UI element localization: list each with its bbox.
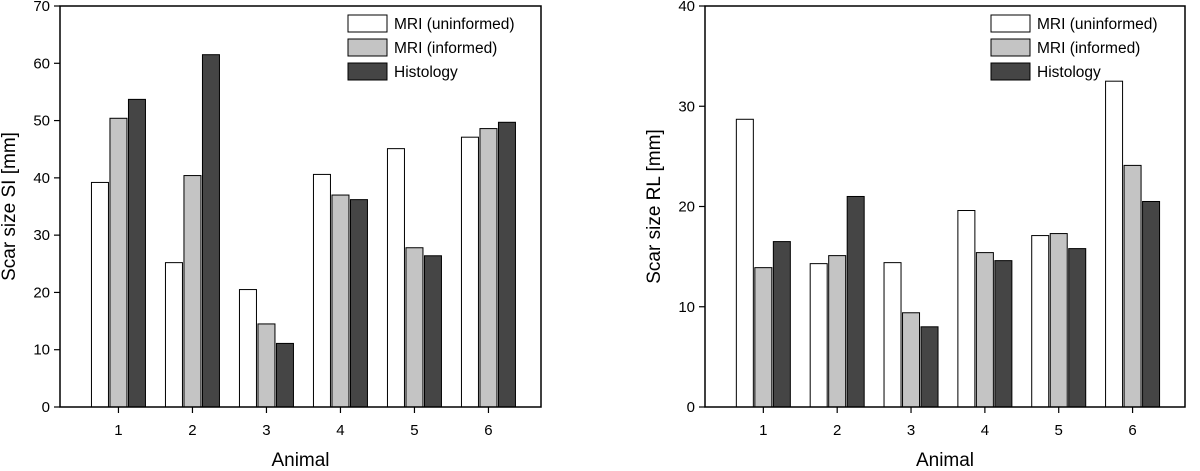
bar-mri-informed-4 <box>975 252 994 408</box>
bar-histology-2 <box>846 195 865 408</box>
y-axis-title: Scar size SI [mm] <box>0 132 20 281</box>
x-tick-label: 3 <box>907 422 915 439</box>
bar-histology-2 <box>201 54 220 408</box>
bar-mri-uninformed-2 <box>164 262 183 408</box>
bar-histology-4 <box>994 260 1013 408</box>
bar-mri-uninformed-5 <box>386 148 405 408</box>
x-tick-label: 6 <box>484 422 492 439</box>
bar-histology-4 <box>349 199 368 408</box>
y-tick-label: 10 <box>678 299 695 316</box>
legend-swatch <box>990 62 1031 81</box>
x-axis-title: Animal <box>916 450 974 471</box>
bar-mri-uninformed-6 <box>1105 80 1124 408</box>
bar-mri-uninformed-5 <box>1031 235 1050 408</box>
bar-histology-6 <box>497 121 516 408</box>
legend-label: Histology <box>1037 64 1101 81</box>
bar-histology-5 <box>1068 248 1087 408</box>
legend-swatch <box>990 14 1031 33</box>
chart-scar-size-si: 0 10 20 30 40 50 60 70 1 2 3 4 5 6 Animal Scar size SI … <box>0 0 542 471</box>
bar-mri-uninformed-4 <box>312 173 331 408</box>
legend: MRI (uninformed) MRI (informed) Histology <box>990 14 1158 81</box>
legend-swatch <box>347 14 388 33</box>
bar-histology-5 <box>423 255 442 408</box>
y-tick-label: 10 <box>33 342 50 359</box>
bar-mri-uninformed-3 <box>238 289 257 408</box>
x-tick-label: 1 <box>114 422 122 439</box>
bar-mri-informed-2 <box>828 255 847 408</box>
y-axis-title: Scar size RL [mm] <box>644 129 665 284</box>
bar-mri-informed-1 <box>754 267 773 408</box>
bar-mri-uninformed-3 <box>883 262 902 408</box>
y-tick-label: 40 <box>678 0 695 15</box>
y-tick-label: 30 <box>678 98 695 115</box>
bar-mri-uninformed-1 <box>90 181 109 408</box>
y-tick-label: 70 <box>33 0 50 15</box>
chart-scar-size-rl: 0 10 20 30 40 1 2 3 4 5 6 Animal Scar size RL [mm] MR… <box>644 0 1186 471</box>
y-tick-label: 40 <box>33 170 50 187</box>
plot-frame <box>704 5 1186 408</box>
x-axis-title: Animal <box>271 450 329 471</box>
legend-label: Histology <box>394 64 458 81</box>
x-tick-label: 5 <box>1055 422 1063 439</box>
x-tick-label: 5 <box>410 422 418 439</box>
bar-mri-informed-2 <box>183 175 202 408</box>
bar-histology-3 <box>920 326 939 408</box>
bar-mri-informed-5 <box>405 247 424 408</box>
y-tick-label: 50 <box>33 113 50 130</box>
bar-mri-informed-3 <box>257 323 276 408</box>
legend-label: MRI (informed) <box>1037 40 1140 57</box>
y-tick-label: 0 <box>42 399 50 416</box>
x-tick-label: 2 <box>833 422 841 439</box>
bar-mri-uninformed-1 <box>735 118 754 408</box>
legend-label: MRI (uninformed) <box>1037 16 1158 33</box>
bar-mri-uninformed-4 <box>957 210 976 408</box>
legend: MRI (uninformed) MRI (informed) Histology <box>347 14 515 81</box>
x-tick-label: 1 <box>759 422 767 439</box>
legend-swatch <box>990 38 1031 57</box>
bar-mri-informed-6 <box>479 128 498 408</box>
x-tick-label: 6 <box>1128 422 1136 439</box>
y-tick-label: 30 <box>33 227 50 244</box>
bar-mri-informed-4 <box>331 194 350 408</box>
bar-mri-uninformed-2 <box>809 263 828 408</box>
bar-histology-6 <box>1142 200 1161 408</box>
bar-histology-1 <box>127 98 146 408</box>
bar-histology-3 <box>275 342 294 408</box>
bar-mri-uninformed-6 <box>460 136 479 408</box>
y-tick-label: 0 <box>687 399 695 416</box>
x-tick-label: 4 <box>981 422 989 439</box>
plot-frame <box>59 5 542 408</box>
bar-mri-informed-6 <box>1123 164 1142 408</box>
legend-swatch <box>347 62 388 81</box>
y-tick-label: 60 <box>33 55 50 72</box>
x-tick-label: 4 <box>336 422 344 439</box>
bar-mri-informed-3 <box>902 312 921 408</box>
legend-label: MRI (informed) <box>394 40 497 57</box>
bar-histology-1 <box>772 241 791 408</box>
bar-mri-informed-1 <box>109 117 128 408</box>
x-tick-label: 2 <box>188 422 196 439</box>
legend-swatch <box>347 38 388 57</box>
y-tick-label: 20 <box>678 199 695 216</box>
bar-mri-informed-5 <box>1049 233 1068 408</box>
legend-label: MRI (uninformed) <box>394 16 515 33</box>
x-tick-label: 3 <box>262 422 270 439</box>
y-tick-label: 20 <box>33 284 50 301</box>
